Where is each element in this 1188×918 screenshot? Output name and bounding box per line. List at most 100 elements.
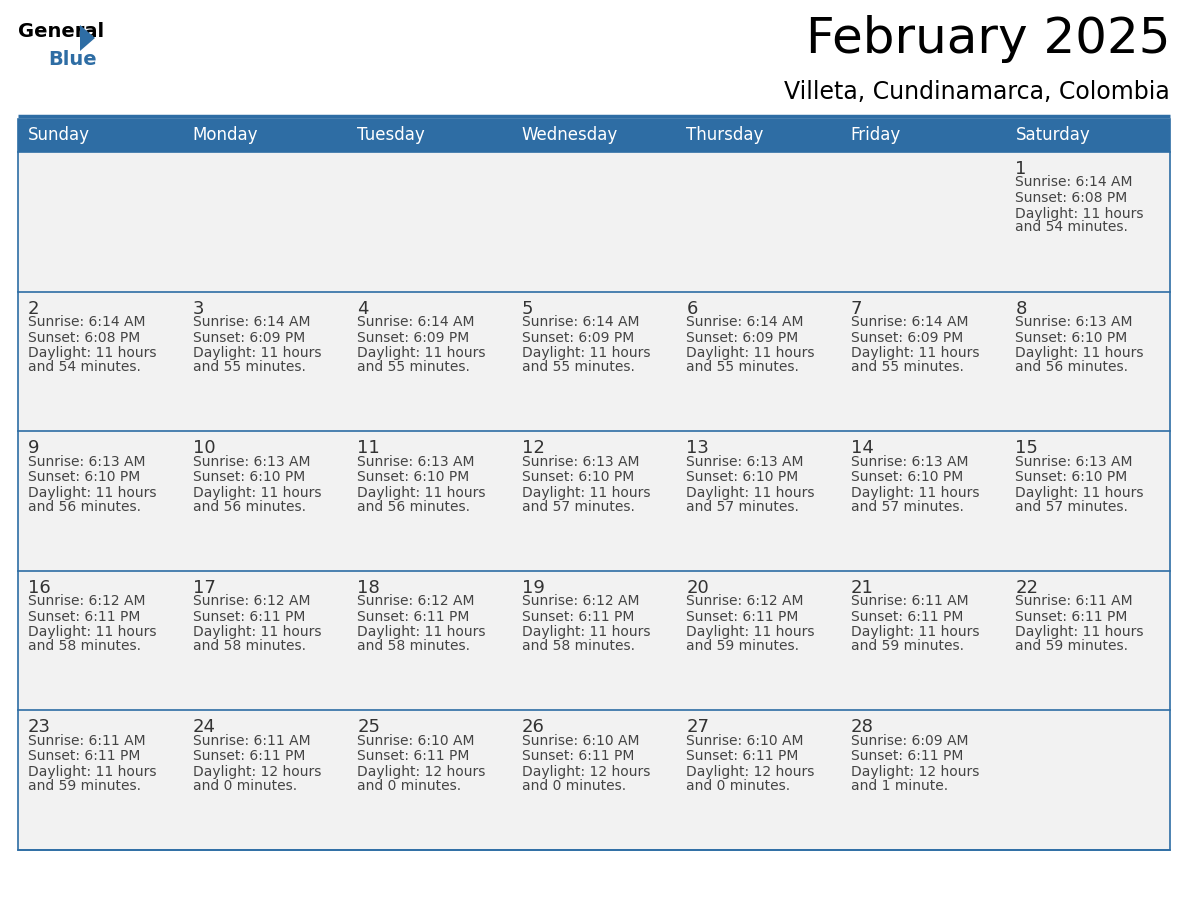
Text: Daylight: 11 hours: Daylight: 11 hours — [358, 625, 486, 639]
Text: and 59 minutes.: and 59 minutes. — [29, 778, 141, 793]
Text: Daylight: 11 hours: Daylight: 11 hours — [522, 625, 650, 639]
Text: Sunday: Sunday — [29, 127, 90, 144]
Text: Sunrise: 6:13 AM: Sunrise: 6:13 AM — [1016, 454, 1133, 469]
Text: Sunset: 6:11 PM: Sunset: 6:11 PM — [851, 610, 963, 624]
Bar — [1005, 152, 1170, 292]
Text: Daylight: 11 hours: Daylight: 11 hours — [29, 346, 157, 360]
Text: Sunrise: 6:13 AM: Sunrise: 6:13 AM — [687, 454, 804, 469]
Text: Daylight: 11 hours: Daylight: 11 hours — [29, 625, 157, 639]
Text: and 54 minutes.: and 54 minutes. — [29, 360, 141, 374]
Text: Sunset: 6:11 PM: Sunset: 6:11 PM — [1016, 610, 1127, 624]
Bar — [183, 571, 347, 711]
Text: Daylight: 12 hours: Daylight: 12 hours — [522, 765, 650, 778]
Bar — [512, 152, 676, 292]
Text: 28: 28 — [851, 719, 873, 736]
Text: Sunset: 6:11 PM: Sunset: 6:11 PM — [192, 749, 305, 764]
Text: Saturday: Saturday — [1016, 127, 1091, 144]
Bar — [676, 711, 841, 850]
Text: Sunrise: 6:13 AM: Sunrise: 6:13 AM — [851, 454, 968, 469]
Text: Daylight: 11 hours: Daylight: 11 hours — [192, 346, 321, 360]
Text: Sunset: 6:11 PM: Sunset: 6:11 PM — [522, 749, 634, 764]
Text: Sunset: 6:11 PM: Sunset: 6:11 PM — [358, 749, 469, 764]
Text: Sunrise: 6:10 AM: Sunrise: 6:10 AM — [687, 733, 804, 748]
Bar — [1005, 711, 1170, 850]
Text: and 57 minutes.: and 57 minutes. — [687, 499, 800, 514]
Text: Sunset: 6:11 PM: Sunset: 6:11 PM — [192, 610, 305, 624]
Text: Sunset: 6:10 PM: Sunset: 6:10 PM — [192, 470, 305, 484]
Text: 3: 3 — [192, 299, 204, 318]
Text: Monday: Monday — [192, 127, 258, 144]
Bar — [841, 431, 1005, 571]
Text: 5: 5 — [522, 299, 533, 318]
Text: Sunrise: 6:12 AM: Sunrise: 6:12 AM — [29, 594, 145, 609]
Bar — [1005, 292, 1170, 431]
Bar — [347, 152, 512, 292]
Text: and 57 minutes.: and 57 minutes. — [1016, 499, 1129, 514]
Text: and 58 minutes.: and 58 minutes. — [29, 639, 141, 654]
Text: Sunset: 6:09 PM: Sunset: 6:09 PM — [192, 330, 305, 344]
Text: Daylight: 11 hours: Daylight: 11 hours — [1016, 207, 1144, 220]
Text: Daylight: 11 hours: Daylight: 11 hours — [1016, 486, 1144, 499]
Text: and 57 minutes.: and 57 minutes. — [851, 499, 963, 514]
Text: 13: 13 — [687, 439, 709, 457]
Text: Sunset: 6:10 PM: Sunset: 6:10 PM — [851, 470, 963, 484]
Text: 21: 21 — [851, 579, 873, 597]
Text: Sunset: 6:10 PM: Sunset: 6:10 PM — [1016, 470, 1127, 484]
Text: and 56 minutes.: and 56 minutes. — [29, 499, 141, 514]
Text: 2: 2 — [29, 299, 39, 318]
Text: 20: 20 — [687, 579, 709, 597]
Bar — [841, 571, 1005, 711]
Text: Sunset: 6:10 PM: Sunset: 6:10 PM — [358, 470, 469, 484]
Bar — [676, 431, 841, 571]
Text: Daylight: 11 hours: Daylight: 11 hours — [687, 346, 815, 360]
Text: Sunrise: 6:11 AM: Sunrise: 6:11 AM — [29, 733, 146, 748]
Text: Friday: Friday — [851, 127, 902, 144]
Text: Sunset: 6:08 PM: Sunset: 6:08 PM — [1016, 191, 1127, 205]
Text: and 58 minutes.: and 58 minutes. — [192, 639, 305, 654]
Text: Daylight: 11 hours: Daylight: 11 hours — [851, 346, 979, 360]
Text: Thursday: Thursday — [687, 127, 764, 144]
Text: Sunrise: 6:12 AM: Sunrise: 6:12 AM — [687, 594, 804, 609]
Text: and 54 minutes.: and 54 minutes. — [1016, 220, 1129, 234]
Bar — [347, 292, 512, 431]
Text: and 55 minutes.: and 55 minutes. — [522, 360, 634, 374]
Text: Sunset: 6:08 PM: Sunset: 6:08 PM — [29, 330, 140, 344]
Text: Wednesday: Wednesday — [522, 127, 618, 144]
Text: Daylight: 11 hours: Daylight: 11 hours — [522, 346, 650, 360]
Bar — [512, 571, 676, 711]
Text: 6: 6 — [687, 299, 697, 318]
Text: Daylight: 11 hours: Daylight: 11 hours — [192, 625, 321, 639]
Text: Sunset: 6:10 PM: Sunset: 6:10 PM — [1016, 330, 1127, 344]
Bar — [1005, 571, 1170, 711]
Text: Sunrise: 6:14 AM: Sunrise: 6:14 AM — [687, 315, 804, 329]
Text: Sunset: 6:11 PM: Sunset: 6:11 PM — [851, 749, 963, 764]
Text: and 55 minutes.: and 55 minutes. — [851, 360, 963, 374]
Text: Sunset: 6:09 PM: Sunset: 6:09 PM — [851, 330, 963, 344]
Text: Sunrise: 6:13 AM: Sunrise: 6:13 AM — [1016, 315, 1133, 329]
Text: Tuesday: Tuesday — [358, 127, 425, 144]
Text: Sunrise: 6:13 AM: Sunrise: 6:13 AM — [29, 454, 145, 469]
Text: Sunrise: 6:14 AM: Sunrise: 6:14 AM — [851, 315, 968, 329]
Bar — [183, 431, 347, 571]
Text: Sunrise: 6:14 AM: Sunrise: 6:14 AM — [358, 315, 475, 329]
Text: Sunrise: 6:10 AM: Sunrise: 6:10 AM — [358, 733, 475, 748]
Bar — [18, 711, 183, 850]
Text: 16: 16 — [29, 579, 51, 597]
Text: 14: 14 — [851, 439, 873, 457]
Text: 9: 9 — [29, 439, 39, 457]
Text: Sunrise: 6:12 AM: Sunrise: 6:12 AM — [192, 594, 310, 609]
Text: Sunset: 6:11 PM: Sunset: 6:11 PM — [29, 749, 140, 764]
Text: 24: 24 — [192, 719, 215, 736]
Bar — [18, 431, 183, 571]
Text: and 58 minutes.: and 58 minutes. — [358, 639, 470, 654]
Text: and 55 minutes.: and 55 minutes. — [192, 360, 305, 374]
Text: 15: 15 — [1016, 439, 1038, 457]
Bar — [18, 571, 183, 711]
Text: Daylight: 12 hours: Daylight: 12 hours — [192, 765, 321, 778]
Text: Sunset: 6:10 PM: Sunset: 6:10 PM — [522, 470, 634, 484]
Text: 26: 26 — [522, 719, 544, 736]
Bar — [183, 152, 347, 292]
Text: and 55 minutes.: and 55 minutes. — [358, 360, 470, 374]
Text: Sunrise: 6:13 AM: Sunrise: 6:13 AM — [358, 454, 475, 469]
Text: Daylight: 11 hours: Daylight: 11 hours — [851, 625, 979, 639]
